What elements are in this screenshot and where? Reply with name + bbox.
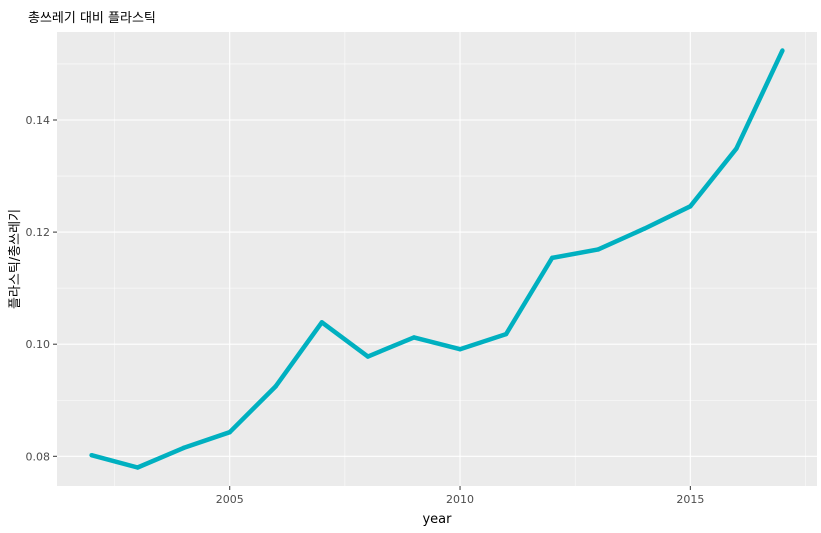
data-points [89, 48, 785, 470]
data-point [227, 429, 232, 435]
data-point [596, 247, 601, 252]
x-tick-label: 2010 [446, 493, 474, 506]
data-point [688, 204, 693, 209]
data-point [411, 335, 417, 340]
data-point [780, 48, 785, 53]
data-point [734, 146, 739, 151]
x-axis-ticks: 2005 2010 2015 [216, 486, 704, 506]
data-point [503, 331, 509, 337]
y-tick-label: 0.12 [26, 226, 51, 239]
y-tick-label: 0.10 [26, 338, 51, 351]
minor-gridlines [57, 32, 817, 486]
y-axis-title: 플라스틱/총쓰레기 [8, 209, 23, 309]
y-tick-label: 0.14 [26, 114, 51, 127]
data-point [319, 320, 325, 325]
data-point [457, 347, 463, 352]
x-tick-label: 2015 [676, 493, 704, 506]
data-point [273, 384, 278, 389]
data-point [181, 445, 186, 451]
chart-title: 총쓰레기 대비 플라스틱 [28, 11, 156, 26]
x-axis-title: year [422, 512, 452, 527]
data-point [135, 465, 140, 470]
data-point [642, 226, 647, 231]
data-point [89, 452, 94, 458]
data-point [365, 354, 371, 359]
data-point [549, 255, 555, 261]
series-line [90, 49, 785, 470]
y-axis-ticks: 0.08 0.10 0.12 0.14 [26, 114, 57, 463]
y-tick-label: 0.08 [26, 450, 51, 463]
plot-panel [57, 32, 817, 486]
x-tick-label: 2005 [216, 493, 244, 506]
